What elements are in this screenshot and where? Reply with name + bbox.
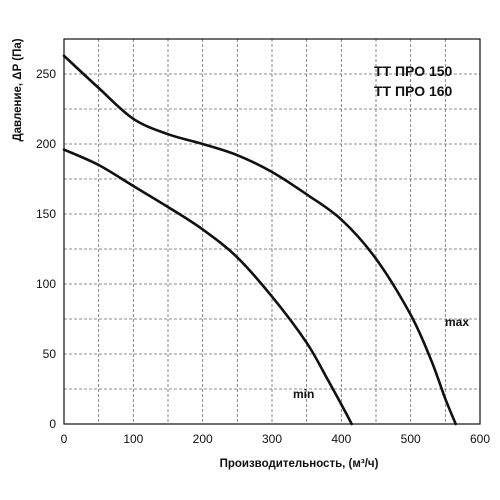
y-tick-label: 150 bbox=[36, 207, 56, 221]
x-tick-label: 300 bbox=[262, 432, 282, 446]
x-tick-labels: 0 100 200 300 400 500 600 bbox=[61, 432, 491, 446]
model-label-1: ТТ ПРО 150 bbox=[374, 63, 453, 79]
y-axis-title: Давление, ΔP (Па) bbox=[12, 38, 24, 141]
x-tick-label: 400 bbox=[331, 432, 351, 446]
y-tick-label: 200 bbox=[36, 137, 56, 151]
x-tick-label: 500 bbox=[401, 432, 421, 446]
x-tick-label: 0 bbox=[61, 432, 68, 446]
y-tick-label: 100 bbox=[36, 277, 56, 291]
plot-frame bbox=[63, 38, 481, 425]
x-tick-label: 100 bbox=[123, 432, 143, 446]
curve-max bbox=[62, 54, 457, 426]
curve-label-max: max bbox=[445, 315, 469, 329]
grid bbox=[64, 39, 480, 424]
y-tick-label: 50 bbox=[43, 347, 57, 361]
model-label-2: ТТ ПРО 160 bbox=[374, 83, 453, 99]
y-tick-labels: 0 50 100 150 200 250 bbox=[36, 67, 56, 431]
curves bbox=[62, 54, 457, 426]
x-tick-label: 600 bbox=[470, 432, 490, 446]
x-tick-label: 200 bbox=[193, 432, 213, 446]
x-axis-title: Производительность, (м³/ч) bbox=[220, 458, 379, 470]
y-tick-label: 250 bbox=[36, 67, 56, 81]
curve-min bbox=[62, 148, 353, 426]
y-tick-label: 0 bbox=[49, 417, 56, 431]
curve-label-min: min bbox=[293, 387, 314, 401]
